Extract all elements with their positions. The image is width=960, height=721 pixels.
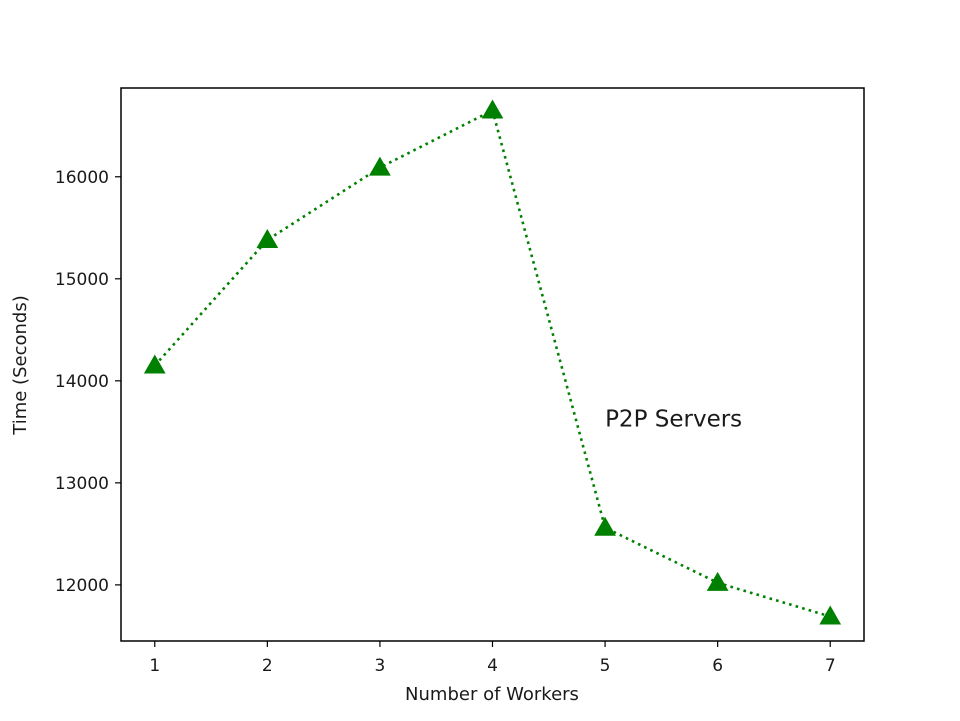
y-axis-label: Time (Seconds)	[10, 295, 31, 435]
annotation-label: P2P Servers	[605, 407, 742, 433]
y-tick-label: 13000	[55, 474, 109, 494]
y-axis: 12000 13000 14000 15000 16000	[55, 168, 121, 596]
y-tick-label: 15000	[55, 270, 109, 290]
x-tick-label: 7	[825, 656, 836, 676]
series-line	[153, 108, 831, 618]
x-tick-label: 3	[375, 656, 386, 676]
data-point-marker	[819, 605, 842, 625]
y-tick-label: 14000	[55, 372, 109, 392]
x-tick-label: 5	[600, 656, 611, 676]
data-point-marker	[481, 99, 504, 119]
data-point-marker	[706, 571, 729, 591]
x-axis-label: Number of Workers	[405, 684, 579, 705]
data-point-marker	[369, 156, 391, 176]
x-tick-label: 1	[149, 656, 160, 676]
x-tick-label: 4	[487, 656, 498, 676]
x-tick-label: 6	[712, 656, 723, 676]
y-tick-label: 16000	[55, 168, 109, 188]
plot-frame	[120, 87, 865, 642]
data-point-marker	[594, 516, 616, 536]
x-axis: 1 2 3 4 5 6 7	[149, 641, 836, 676]
annotation-layer: P2P Servers	[605, 407, 742, 433]
data-point-marker	[256, 229, 279, 249]
series-layer	[143, 99, 842, 625]
x-tick-label: 2	[262, 656, 273, 676]
y-tick-label: 12000	[55, 576, 109, 596]
data-point-marker	[143, 354, 166, 374]
